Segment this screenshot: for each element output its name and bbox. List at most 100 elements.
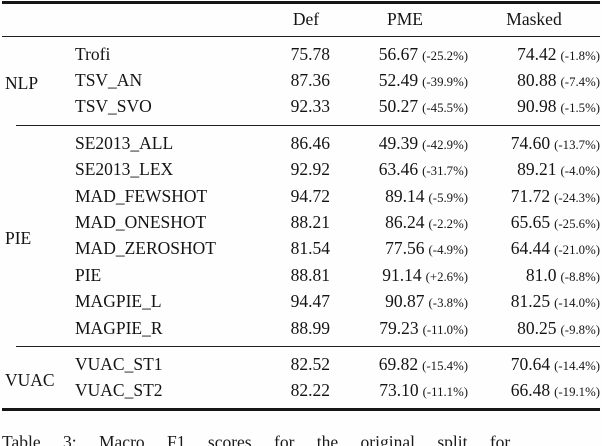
- pme-cell: 63.46 (-31.7%): [330, 157, 468, 183]
- group-divider-rule-nlp-pie: [16, 125, 600, 127]
- masked-value: 81.0: [525, 264, 557, 285]
- column-header-masked: Masked: [506, 8, 562, 29]
- masked-cell: 89.21 (-4.0%): [468, 157, 600, 183]
- dataset-name: SE2013_ALL: [75, 132, 174, 153]
- pme-cell: 50.27 (-45.5%): [330, 94, 468, 125]
- pme-cell: 56.67 (-25.2%): [330, 36, 468, 67]
- table-row: PIE 88.81 91.14 (+2.6%) 81.0 (-8.8%): [2, 262, 600, 288]
- masked-cell: 90.98 (-1.5%): [468, 94, 600, 125]
- pme-delta: (-2.2%): [428, 217, 468, 232]
- masked-cell: 74.60 (-13.7%): [468, 125, 600, 156]
- header-row: Def PME Masked: [2, 2, 600, 36]
- def-value: 82.52: [290, 353, 330, 374]
- table-row: NLP Trofi 75.78 56.67 (-25.2%) 74.42 (-1.8…: [2, 36, 600, 93]
- def-value: 81.54: [290, 238, 330, 259]
- masked-value: 74.42: [517, 43, 557, 64]
- pme-value: 50.27: [378, 96, 419, 117]
- pme-cell: 79.23 (-11.0%): [330, 315, 468, 346]
- def-value: 75.78: [290, 43, 330, 64]
- group-nlp: NLP Trofi 75.78 56.67 (-25.2%) 74.42 (-1.8…: [2, 36, 600, 125]
- masked-value: 89.21: [517, 159, 557, 180]
- dataset-name: Trofi: [75, 43, 111, 64]
- masked-cell: 80.25 (-9.8%): [468, 315, 600, 346]
- def-value: 94.72: [290, 185, 330, 206]
- header-bottom-rule: [2, 36, 600, 38]
- def-value: 88.99: [290, 317, 330, 338]
- dataset-name: VUAC_ST2: [75, 380, 163, 401]
- pme-value: 89.14: [385, 185, 425, 206]
- table-row: MAD_ZEROSHOT 81.54 77.56 (-4.9%) 64.44 (-2…: [2, 236, 600, 262]
- header-name-spacer: [75, 2, 282, 36]
- def-value: 82.22: [290, 380, 330, 401]
- dataset-name: MAGPIE_R: [75, 317, 163, 338]
- pme-cell: 77.56 (-4.9%): [330, 236, 468, 262]
- masked-delta: (-9.8%): [560, 322, 600, 337]
- pme-value: 77.56: [385, 238, 425, 259]
- masked-value: 70.64: [510, 353, 551, 374]
- pme-delta: (-5.9%): [428, 190, 468, 205]
- dataset-name: TSV_AN: [75, 70, 143, 91]
- pme-delta: (-11.0%): [422, 322, 468, 337]
- pme-value: 56.67: [378, 43, 419, 64]
- masked-cell: 81.0 (-8.8%): [468, 262, 600, 288]
- header-group-spacer: [2, 2, 75, 36]
- masked-delta: (-7.4%): [560, 75, 600, 90]
- masked-value: 66.48: [510, 380, 551, 401]
- def-value: 88.81: [290, 264, 330, 285]
- masked-value: 74.60: [510, 132, 551, 153]
- pme-value: 91.14: [382, 264, 422, 285]
- dataset-name: TSV_SVO: [75, 96, 152, 117]
- pme-delta: (-15.4%): [422, 358, 468, 373]
- table-row: TSV_SVO 92.33 50.27 (-45.5%) 90.98 (-1.5%): [2, 94, 600, 125]
- group-pie: PIE SE2013_ALL 86.46 49.39 (-42.9%) 74.60…: [2, 125, 600, 346]
- table-row: VUAC_ST2 82.22 73.10 (-11.1%) 66.48 (-19.1…: [2, 378, 600, 409]
- table-row: MAD_FEWSHOT 94.72 89.14 (-5.9%) 71.72 (-24…: [2, 183, 600, 209]
- table-caption-text: Table 3: Macro F1 scores for the origina…: [2, 434, 511, 446]
- pme-value: 79.23: [379, 317, 419, 338]
- pme-cell: 89.14 (-5.9%): [330, 183, 468, 209]
- pme-value: 49.39: [378, 132, 419, 153]
- masked-value: 65.65: [510, 212, 551, 233]
- masked-value: 81.25: [510, 291, 551, 312]
- dataset-name: SE2013_LEX: [75, 159, 174, 180]
- pme-value: 86.24: [385, 212, 425, 233]
- pme-delta: (-11.1%): [422, 385, 468, 400]
- pme-cell: 86.24 (-2.2%): [330, 209, 468, 235]
- pme-value: 90.87: [385, 291, 425, 312]
- masked-cell: 65.65 (-25.6%): [468, 209, 600, 235]
- table-row: MAGPIE_R 88.99 79.23 (-11.0%) 80.25 (-9.8%…: [2, 315, 600, 346]
- pme-cell: 73.10 (-11.1%): [330, 378, 468, 409]
- masked-cell: 71.72 (-24.3%): [468, 183, 600, 209]
- pme-delta: (-39.9%): [422, 75, 468, 90]
- masked-delta: (-1.8%): [560, 48, 600, 63]
- table-row: PIE SE2013_ALL 86.46 49.39 (-42.9%) 74.60…: [2, 125, 600, 248]
- masked-value: 64.44: [510, 238, 551, 259]
- masked-delta: (-14.4%): [554, 358, 600, 373]
- masked-delta: (-8.8%): [560, 269, 600, 284]
- masked-cell: 70.64 (-14.4%): [468, 346, 600, 377]
- pme-delta: (-25.2%): [422, 48, 468, 63]
- column-header-pme: PME: [387, 8, 423, 29]
- pme-delta: (+2.6%): [425, 269, 468, 284]
- table-row: MAGPIE_L 94.47 90.87 (-3.8%) 81.25 (-14.0%…: [2, 289, 600, 315]
- pme-value: 52.49: [378, 70, 419, 91]
- def-value: 94.47: [290, 291, 330, 312]
- masked-delta: (-13.7%): [554, 137, 600, 152]
- masked-delta: (-19.1%): [554, 385, 600, 400]
- def-value: 92.92: [290, 159, 330, 180]
- def-value: 87.36: [290, 70, 330, 91]
- dataset-name: MAD_ZEROSHOT: [75, 238, 216, 259]
- table-row: SE2013_LEX 92.92 63.46 (-31.7%) 89.21 (-4.…: [2, 157, 600, 183]
- masked-delta: (-14.0%): [554, 296, 600, 311]
- group-label-pie: PIE: [5, 227, 32, 248]
- masked-value: 90.98: [517, 96, 557, 117]
- masked-delta: (-25.6%): [554, 217, 600, 232]
- table-row: MAD_ONESHOT 88.21 86.24 (-2.2%) 65.65 (-25…: [2, 209, 600, 235]
- table-row: TSV_AN 87.36 52.49 (-39.9%) 80.88 (-7.4%): [2, 67, 600, 93]
- pme-cell: 49.39 (-42.9%): [330, 125, 468, 156]
- table-row: VUAC VUAC_ST1 82.52 69.82 (-15.4%) 70.64(…: [2, 346, 600, 390]
- pme-delta: (-3.8%): [428, 296, 468, 311]
- masked-value: 80.88: [517, 70, 557, 91]
- masked-cell: 74.42 (-1.8%): [468, 36, 600, 67]
